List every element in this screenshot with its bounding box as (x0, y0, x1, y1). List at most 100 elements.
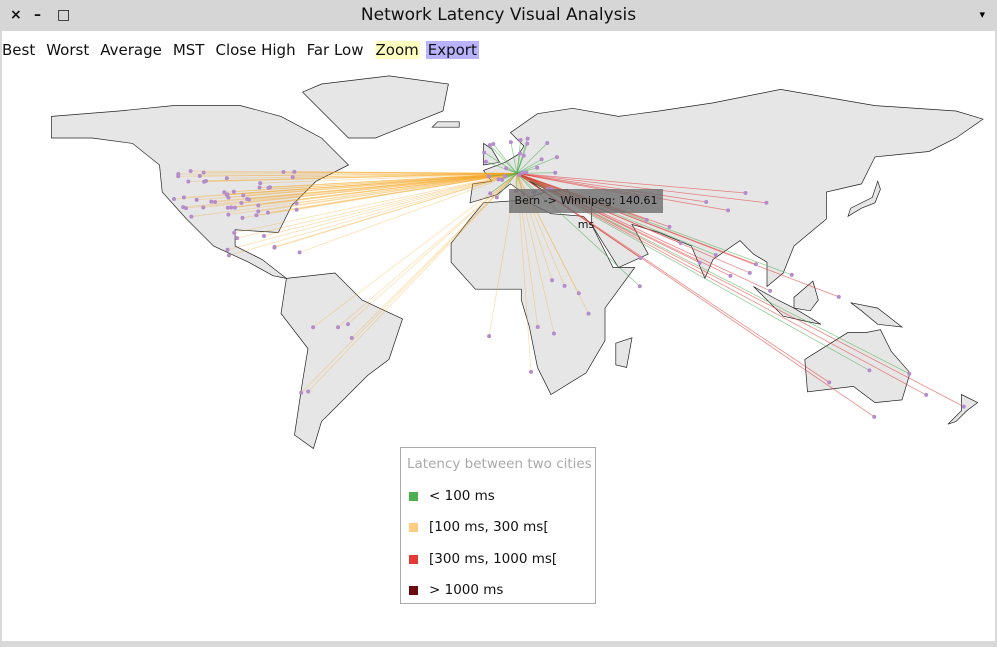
city-point[interactable] (576, 291, 581, 296)
city-point[interactable] (743, 191, 748, 196)
close-high-button[interactable]: Close High (215, 41, 296, 59)
city-point[interactable] (768, 288, 773, 293)
latency-link[interactable] (515, 173, 518, 191)
city-point[interactable] (229, 205, 234, 210)
city-point[interactable] (827, 380, 832, 385)
city-point[interactable] (488, 191, 493, 196)
latency-link[interactable] (203, 172, 517, 174)
city-point[interactable] (292, 169, 297, 174)
city-point[interactable] (520, 170, 525, 175)
latency-link[interactable] (294, 171, 517, 174)
city-point[interactable] (306, 389, 311, 394)
city-point[interactable] (188, 169, 193, 174)
latency-link[interactable] (241, 172, 518, 204)
city-point[interactable] (508, 140, 513, 145)
city-point[interactable] (247, 197, 252, 202)
city-point[interactable] (482, 150, 487, 155)
latency-link[interactable] (300, 173, 518, 394)
latency-link[interactable] (178, 172, 517, 175)
city-point[interactable] (189, 214, 194, 219)
city-point[interactable] (183, 206, 188, 211)
latency-link[interactable] (234, 172, 518, 208)
latency-link[interactable] (296, 172, 518, 211)
latency-link[interactable] (190, 170, 517, 174)
latency-link[interactable] (516, 173, 875, 418)
city-point[interactable] (225, 247, 230, 252)
latency-link[interactable] (485, 161, 518, 174)
latency-link[interactable] (274, 172, 518, 248)
city-point[interactable] (226, 212, 231, 217)
latency-link[interactable] (224, 172, 518, 193)
city-point[interactable] (553, 170, 558, 175)
city-point[interactable] (907, 371, 912, 376)
latency-link[interactable] (183, 172, 518, 198)
city-point[interactable] (535, 165, 540, 170)
city-point[interactable] (872, 414, 877, 419)
city-point[interactable] (518, 137, 523, 142)
city-point[interactable] (494, 195, 499, 200)
latency-link[interactable] (351, 173, 518, 339)
latency-link[interactable] (260, 172, 517, 184)
city-point[interactable] (562, 283, 567, 288)
city-point[interactable] (483, 159, 488, 164)
zoom-button[interactable]: Zoom (374, 41, 420, 59)
city-point[interactable] (345, 322, 350, 327)
city-point[interactable] (525, 136, 530, 141)
city-point[interactable] (240, 215, 245, 220)
city-point[interactable] (281, 169, 286, 174)
city-point[interactable] (239, 200, 244, 205)
latency-link[interactable] (226, 172, 518, 196)
city-point[interactable] (678, 241, 683, 246)
city-point[interactable] (713, 252, 718, 257)
city-point[interactable] (500, 177, 505, 182)
city-point[interactable] (789, 272, 794, 277)
city-point[interactable] (266, 185, 271, 190)
latency-link[interactable] (237, 172, 518, 239)
city-point[interactable] (311, 325, 316, 330)
city-point[interactable] (294, 207, 299, 212)
latency-link[interactable] (188, 172, 517, 182)
city-point[interactable] (836, 294, 841, 299)
latency-link[interactable] (489, 144, 518, 174)
city-point[interactable] (753, 262, 758, 267)
latency-link[interactable] (211, 172, 518, 203)
latency-link[interactable] (183, 172, 518, 208)
city-point[interactable] (232, 230, 237, 235)
city-point[interactable] (201, 205, 206, 210)
city-point[interactable] (487, 143, 492, 148)
city-point[interactable] (867, 368, 872, 373)
latency-link[interactable] (204, 172, 517, 183)
city-point[interactable] (539, 157, 544, 162)
city-point[interactable] (241, 193, 246, 198)
world-map[interactable] (2, 31, 995, 641)
city-point[interactable] (667, 224, 672, 229)
latency-link[interactable] (516, 172, 767, 204)
city-point[interactable] (181, 195, 186, 200)
city-point[interactable] (213, 199, 218, 204)
city-point[interactable] (226, 253, 231, 258)
city-point[interactable] (924, 392, 929, 397)
city-point[interactable] (254, 213, 259, 218)
city-point[interactable] (194, 197, 199, 202)
latency-link[interactable] (516, 159, 542, 174)
latency-link[interactable] (258, 172, 518, 206)
city-point[interactable] (202, 179, 207, 184)
latency-link[interactable] (510, 142, 518, 174)
city-point[interactable] (257, 185, 262, 190)
city-point[interactable] (550, 278, 555, 283)
city-point[interactable] (697, 260, 702, 265)
mst-button[interactable]: MST (172, 41, 205, 59)
city-point[interactable] (226, 195, 231, 200)
latency-link[interactable] (488, 172, 518, 177)
city-point[interactable] (272, 244, 277, 249)
city-point[interactable] (529, 369, 534, 374)
latency-link[interactable] (191, 172, 518, 217)
city-point[interactable] (638, 255, 643, 260)
latency-link[interactable] (516, 139, 522, 174)
window-menu-icon[interactable]: ▾ (979, 8, 985, 21)
city-point[interactable] (496, 177, 501, 182)
best-button[interactable]: Best (2, 41, 36, 59)
worst-button[interactable]: Worst (46, 41, 90, 59)
latency-link[interactable] (247, 172, 518, 200)
latency-link[interactable] (243, 172, 518, 196)
